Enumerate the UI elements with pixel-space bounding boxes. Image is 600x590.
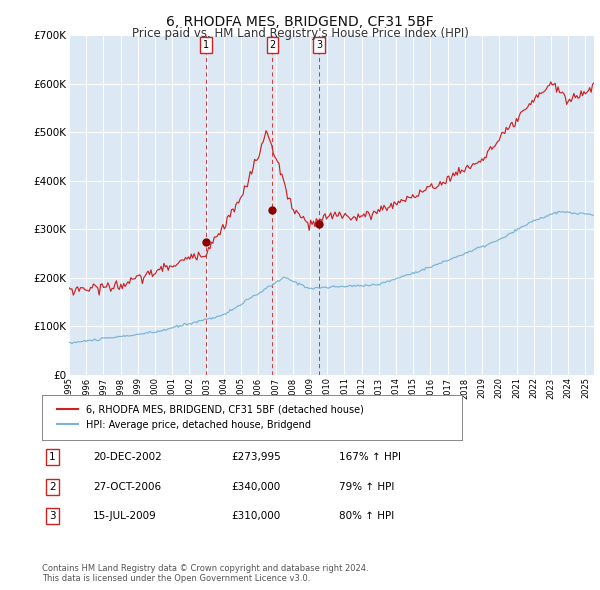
Text: 1: 1 [203,40,209,50]
Text: 167% ↑ HPI: 167% ↑ HPI [339,453,401,462]
Text: 3: 3 [316,40,322,50]
Text: Contains HM Land Registry data © Crown copyright and database right 2024.
This d: Contains HM Land Registry data © Crown c… [42,563,368,583]
Text: 15-JUL-2009: 15-JUL-2009 [93,512,157,521]
Text: 2: 2 [49,482,56,491]
Text: 1: 1 [49,453,56,462]
Text: 20-DEC-2002: 20-DEC-2002 [93,453,162,462]
Text: 3: 3 [49,512,56,521]
Text: Price paid vs. HM Land Registry's House Price Index (HPI): Price paid vs. HM Land Registry's House … [131,27,469,40]
Text: 79% ↑ HPI: 79% ↑ HPI [339,482,394,491]
Text: £273,995: £273,995 [231,453,281,462]
Text: 27-OCT-2006: 27-OCT-2006 [93,482,161,491]
Text: £310,000: £310,000 [231,512,280,521]
Text: 6, RHODFA MES, BRIDGEND, CF31 5BF: 6, RHODFA MES, BRIDGEND, CF31 5BF [166,15,434,29]
Text: 2: 2 [269,40,275,50]
Legend: 6, RHODFA MES, BRIDGEND, CF31 5BF (detached house), HPI: Average price, detached: 6, RHODFA MES, BRIDGEND, CF31 5BF (detac… [51,399,370,436]
Text: £340,000: £340,000 [231,482,280,491]
Text: 80% ↑ HPI: 80% ↑ HPI [339,512,394,521]
